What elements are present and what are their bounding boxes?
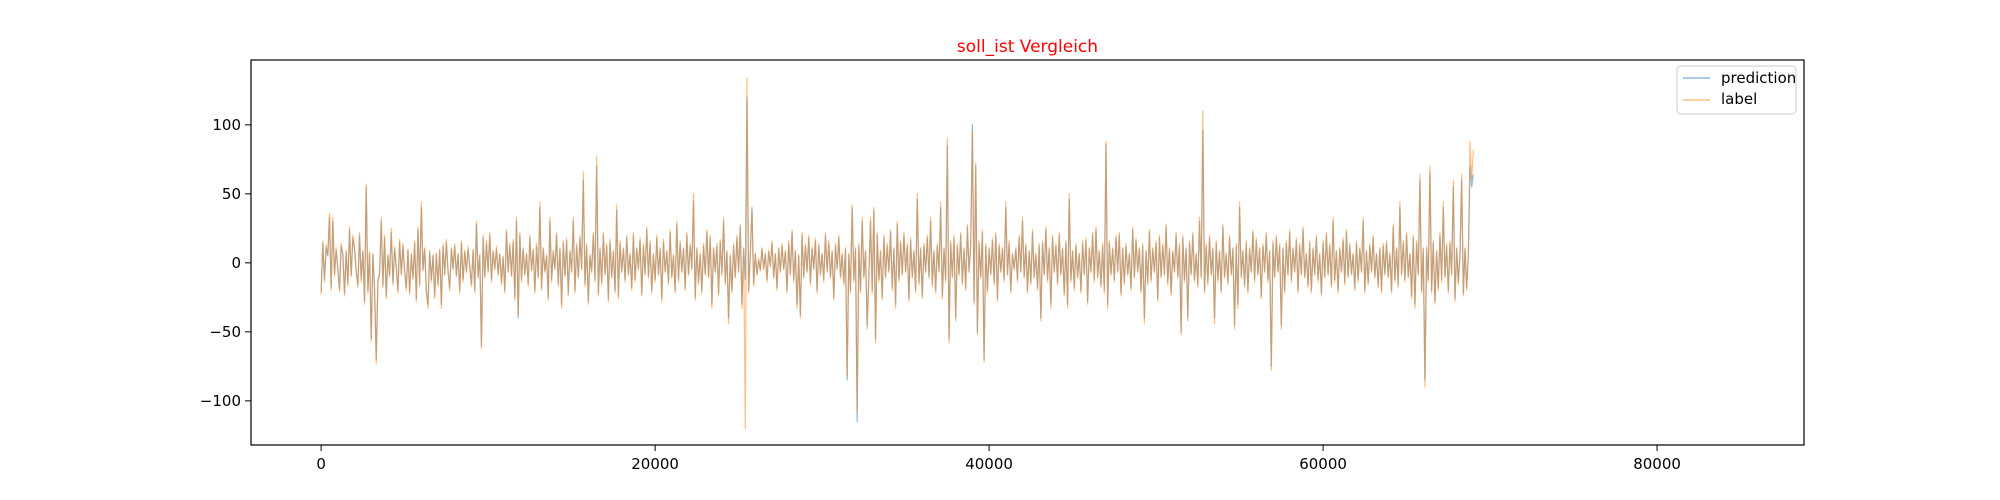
- chart-title: soll_ist Vergleich: [957, 37, 1098, 57]
- series-line-label: [320, 77, 1474, 430]
- x-axis: 0 20000 40000 60000 80000: [316, 445, 1681, 473]
- legend: prediction label: [1676, 65, 1797, 115]
- x-tick-label: 60000: [1299, 455, 1347, 473]
- y-axis: −100 −50 0 50 100: [200, 116, 251, 410]
- plot-lines: [320, 77, 1474, 430]
- x-tick-label: 0: [316, 455, 326, 473]
- legend-prediction-label: prediction: [1721, 69, 1796, 87]
- x-tick-label: 40000: [965, 455, 1013, 473]
- y-tick-label: 50: [222, 185, 241, 203]
- y-tick-label: −50: [209, 323, 241, 341]
- x-tick-label: 80000: [1633, 455, 1681, 473]
- x-tick-label: 20000: [631, 455, 679, 473]
- legend-label-label: label: [1721, 90, 1757, 108]
- y-tick-label: 0: [231, 254, 241, 272]
- y-tick-label: −100: [200, 392, 241, 410]
- plot-frame: [250, 59, 1805, 446]
- y-tick-label: 100: [212, 116, 241, 134]
